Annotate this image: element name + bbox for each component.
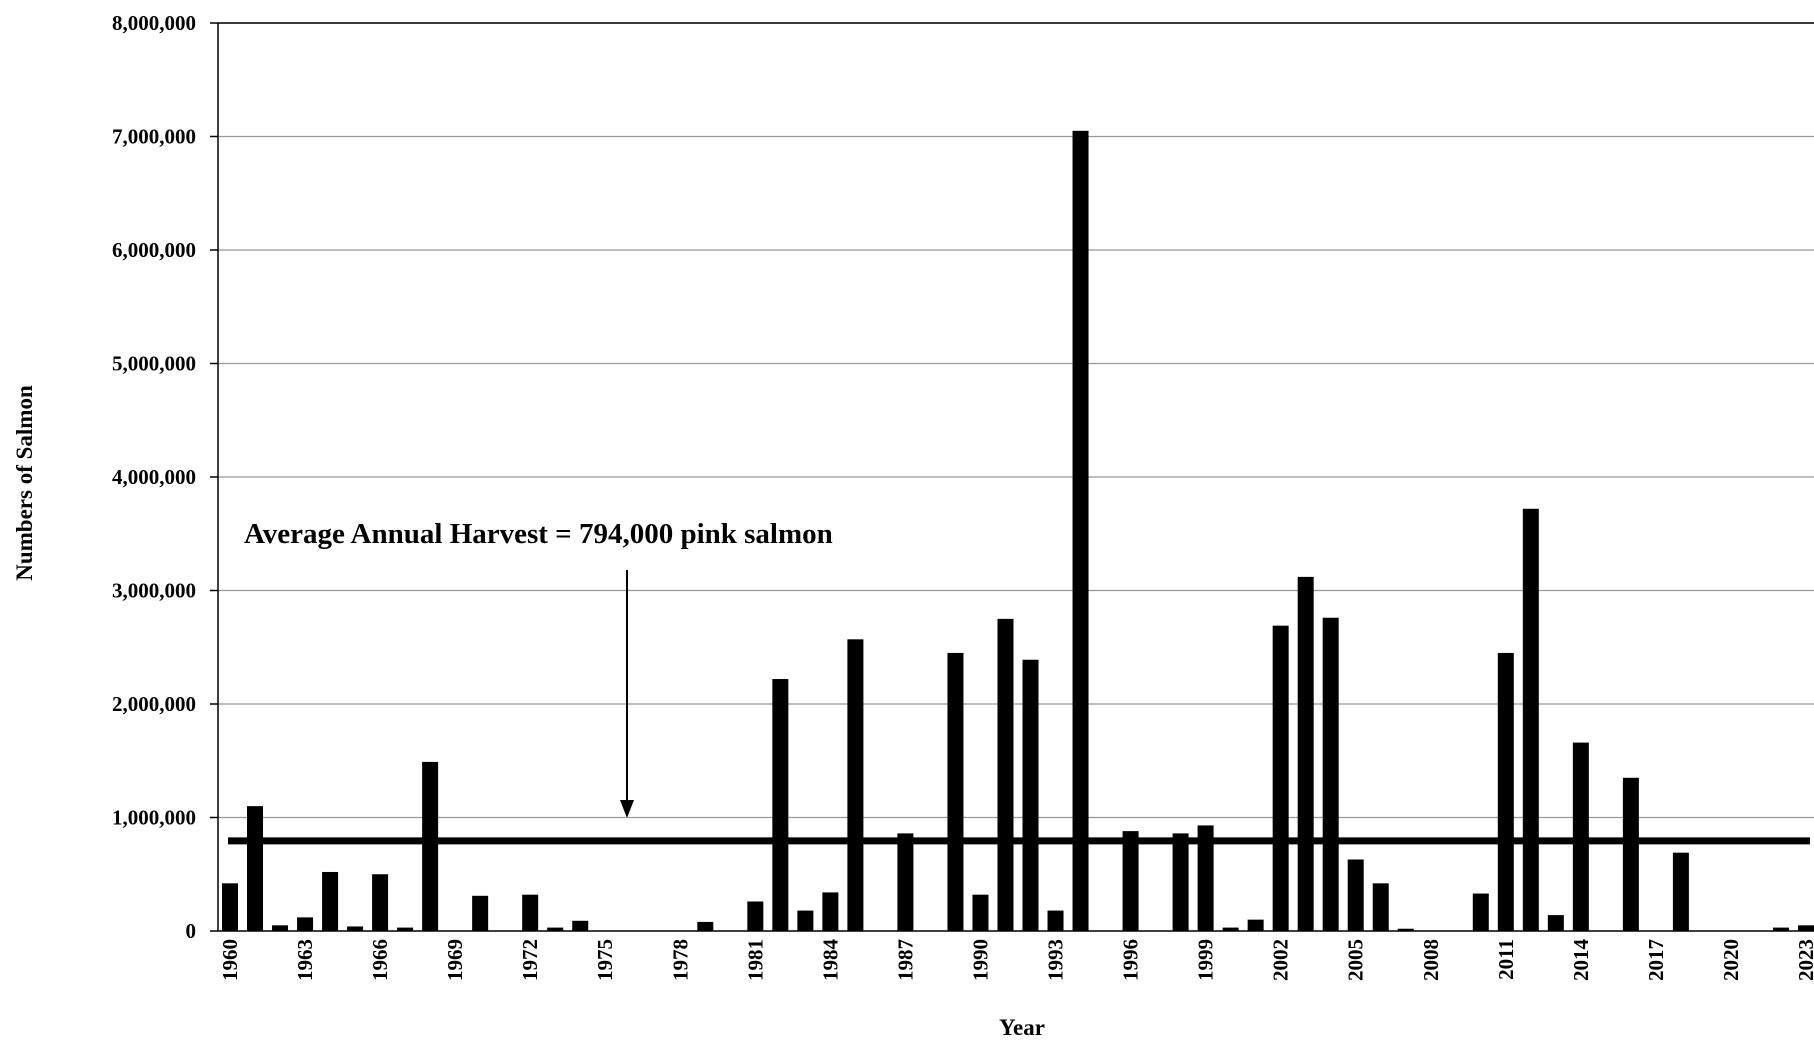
bar [822,892,839,931]
bar [547,927,564,931]
bar [572,920,589,931]
bar [947,652,964,931]
bar [1622,777,1639,931]
bar [1497,652,1514,931]
bar [1672,852,1689,931]
bar [222,883,238,931]
bar [347,926,364,931]
x-tick-label: 2008 [1419,939,1443,981]
gridlines [218,22,1814,819]
bar [1272,625,1289,931]
x-tick-label: 2011 [1494,939,1518,980]
bar [297,917,314,931]
x-tick-label: 1963 [293,939,317,981]
y-tick-label: 5,000,000 [112,352,196,376]
bar [1197,825,1214,931]
bar [1522,508,1539,931]
x-tick-labels: 1960 1963 1966 1969 1972 1975 1978 1981 1984 1987… [218,939,1814,982]
bar [1047,910,1064,931]
bar [1122,831,1139,931]
y-tick-label: 1,000,000 [112,806,196,830]
bar [1347,859,1364,931]
bar [372,874,389,931]
bar [772,679,789,931]
bar [1797,925,1814,931]
x-tick-label: 1972 [518,939,542,981]
y-tick-label: 2,000,000 [112,692,196,716]
bar [1772,927,1789,931]
x-tick-label: 2005 [1344,939,1368,981]
bar [1247,919,1264,931]
bar [397,927,414,931]
bar [747,901,764,931]
bar [1572,742,1589,931]
bar [697,921,714,931]
bar [1322,617,1339,931]
x-tick-label: 1978 [668,939,692,981]
bar [272,925,289,931]
y-tick-label: 8,000,000 [112,11,196,35]
bars [222,130,1814,931]
x-tick-label: 1966 [368,939,392,981]
bar [1472,893,1489,931]
bar [322,871,339,931]
x-tick-label: 1990 [968,939,992,981]
x-tick-label: 1960 [218,939,242,981]
bar [847,639,864,931]
x-tick-label: 2017 [1644,939,1668,981]
arrow-head [620,800,634,818]
bar [972,894,989,931]
bar [897,833,914,931]
bar [1372,883,1389,931]
x-tick-label: 2014 [1569,939,1593,982]
x-tick-label: 1984 [818,939,842,982]
x-tick-label: 2002 [1269,939,1293,981]
x-tick-label: 2020 [1719,939,1743,981]
x-tick-label: 1987 [893,939,917,981]
bar [422,761,439,931]
x-tick-label: 1999 [1194,939,1218,981]
bar [1297,576,1314,931]
x-tick-label: 1981 [743,939,767,981]
annotation-arrow [620,570,634,818]
bar [522,894,539,931]
bar [247,806,264,931]
y-axis-label: Numbers of Salmon [12,385,37,581]
average-annotation: Average Annual Harvest = 794,000 pink sa… [244,518,833,550]
y-tick-label: 7,000,000 [112,125,196,149]
x-tick-label: 1996 [1119,939,1143,981]
bar [997,618,1014,931]
y-tick-labels: 0 1,000,000 2,000,000 3,000,000 4,000,000 5,0… [112,11,218,943]
bar [1547,915,1564,931]
bar [1397,928,1414,931]
x-tick-label: 2023 [1794,939,1814,981]
bar [1022,659,1039,931]
x-axis-label: Year [999,1015,1045,1040]
x-tick-label: 1969 [443,939,467,981]
x-tick-label: 1975 [593,939,617,981]
y-tick-label: 4,000,000 [112,465,196,489]
bar [1172,833,1189,931]
y-tick-label: 3,000,000 [112,579,196,603]
y-tick-label: 0 [186,919,197,943]
y-tick-label: 6,000,000 [112,238,196,262]
bar [797,910,814,931]
bar [1072,130,1089,931]
x-tick-label: 1993 [1044,939,1068,981]
bar [472,895,489,931]
bar [1222,927,1239,931]
